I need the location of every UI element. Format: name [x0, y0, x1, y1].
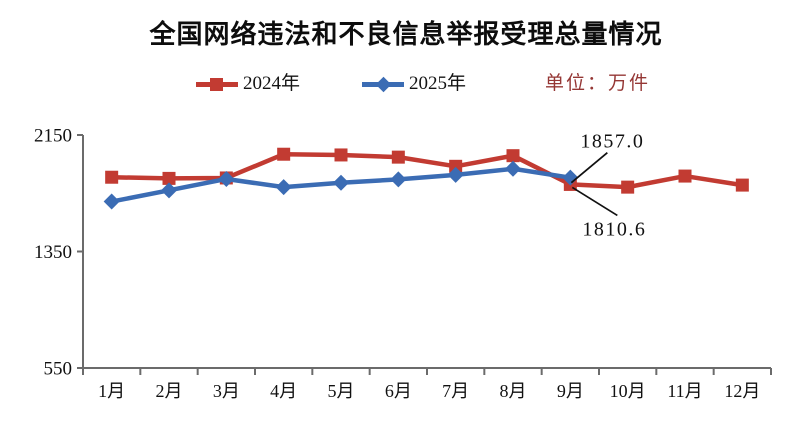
annotation-leader-line: [571, 186, 618, 217]
y-axis-tick-label: 550: [44, 359, 73, 380]
marker-diamond-2025年: [562, 169, 579, 186]
x-axis-month-label: 1月: [98, 381, 125, 401]
annotation-value-label: 1810.6: [582, 218, 646, 240]
marker-square-2024年: [105, 170, 119, 184]
marker-square-2024年: [678, 169, 692, 183]
series-line-2024年: [111, 151, 743, 190]
y-axis-tick-label: 2150: [34, 126, 72, 147]
marker-square-2024年: [735, 178, 749, 192]
marker-diamond-2025年: [505, 160, 521, 177]
marker-diamond-2025年: [161, 182, 177, 199]
unit-label: 单位：万件: [545, 73, 651, 94]
marker-diamond-2025年: [390, 171, 407, 188]
x-axis-month-label: 12月: [724, 381, 760, 401]
marker-square-2024年: [621, 180, 635, 194]
marker-square-2024年: [162, 171, 176, 185]
legend-item-2025: 2025年: [362, 72, 466, 96]
x-axis-month-label: 5月: [328, 381, 355, 401]
x-axis-month-label: 7月: [442, 381, 469, 401]
annotation-value-label: 1857.0: [580, 131, 644, 153]
legend-square-marker-icon: [196, 77, 238, 91]
legend-label-2025: 2025年: [409, 73, 467, 94]
marker-square-2024年: [277, 147, 291, 161]
marker-diamond-2025年: [218, 170, 235, 187]
marker-square-2024年: [391, 150, 405, 164]
marker-square-2024年: [334, 148, 348, 162]
legend-diamond-marker-icon: [362, 76, 404, 92]
x-axis-month-label: 2月: [156, 381, 183, 401]
x-axis-month-label: 3月: [213, 381, 240, 401]
x-axis-month-label: 4月: [270, 381, 297, 401]
y-axis-tick-label: 1350: [34, 242, 72, 263]
annotation-leader-line: [570, 152, 608, 184]
marker-diamond-2025年: [333, 174, 349, 191]
x-axis-month-label: 9月: [557, 381, 584, 401]
marker-diamond-2025年: [103, 193, 120, 210]
chart-title: 全国网络违法和不良信息举报受理总量情况: [149, 20, 663, 49]
legend-label-2024: 2024年: [243, 73, 301, 94]
x-axis-month-label: 8月: [500, 381, 527, 401]
x-axis-month-label: 10月: [610, 381, 646, 401]
legend: 2024年 2025年 单位：万件: [0, 72, 812, 98]
marker-diamond-2025年: [447, 166, 464, 183]
marker-diamond-2025年: [275, 179, 292, 196]
x-axis-month-label: 11月: [667, 381, 702, 401]
legend-item-2024: 2024年: [196, 72, 300, 96]
x-axis-month-label: 6月: [385, 381, 412, 401]
marker-square-2024年: [449, 159, 463, 173]
marker-square-2024年: [506, 149, 520, 163]
